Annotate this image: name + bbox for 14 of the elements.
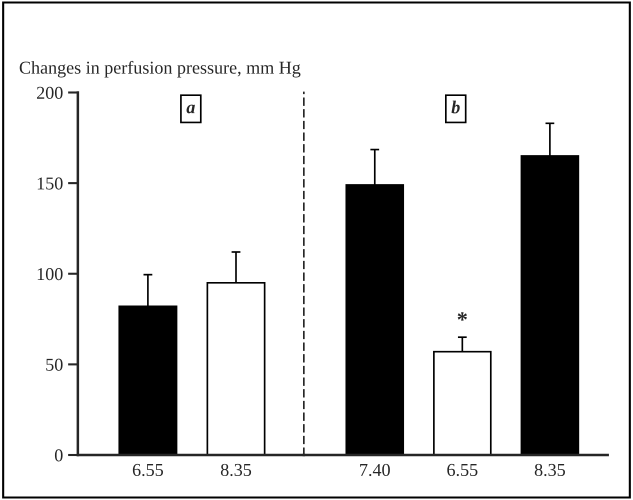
y-tick-label: 150 [38,177,63,190]
x-tick-label: 6.55 [132,464,163,476]
x-tick-label: 7.40 [360,464,390,476]
y-tick-label: 100 [38,268,63,280]
x-tick-label: 8.35 [534,464,565,476]
chart-title: a [186,104,195,114]
y-tick-label: 0 [54,449,63,462]
y-tick-label: 200 [36,86,63,99]
chart-title: b [451,100,460,114]
y-axis-title: Changes in perfusion pressure, mm Hg [20,60,300,78]
x-tick-label: 8.35 [220,464,252,476]
y-tick-label: 50 [46,358,63,371]
annotation: * [458,312,467,321]
x-tick-label: 6.55 [447,464,478,476]
